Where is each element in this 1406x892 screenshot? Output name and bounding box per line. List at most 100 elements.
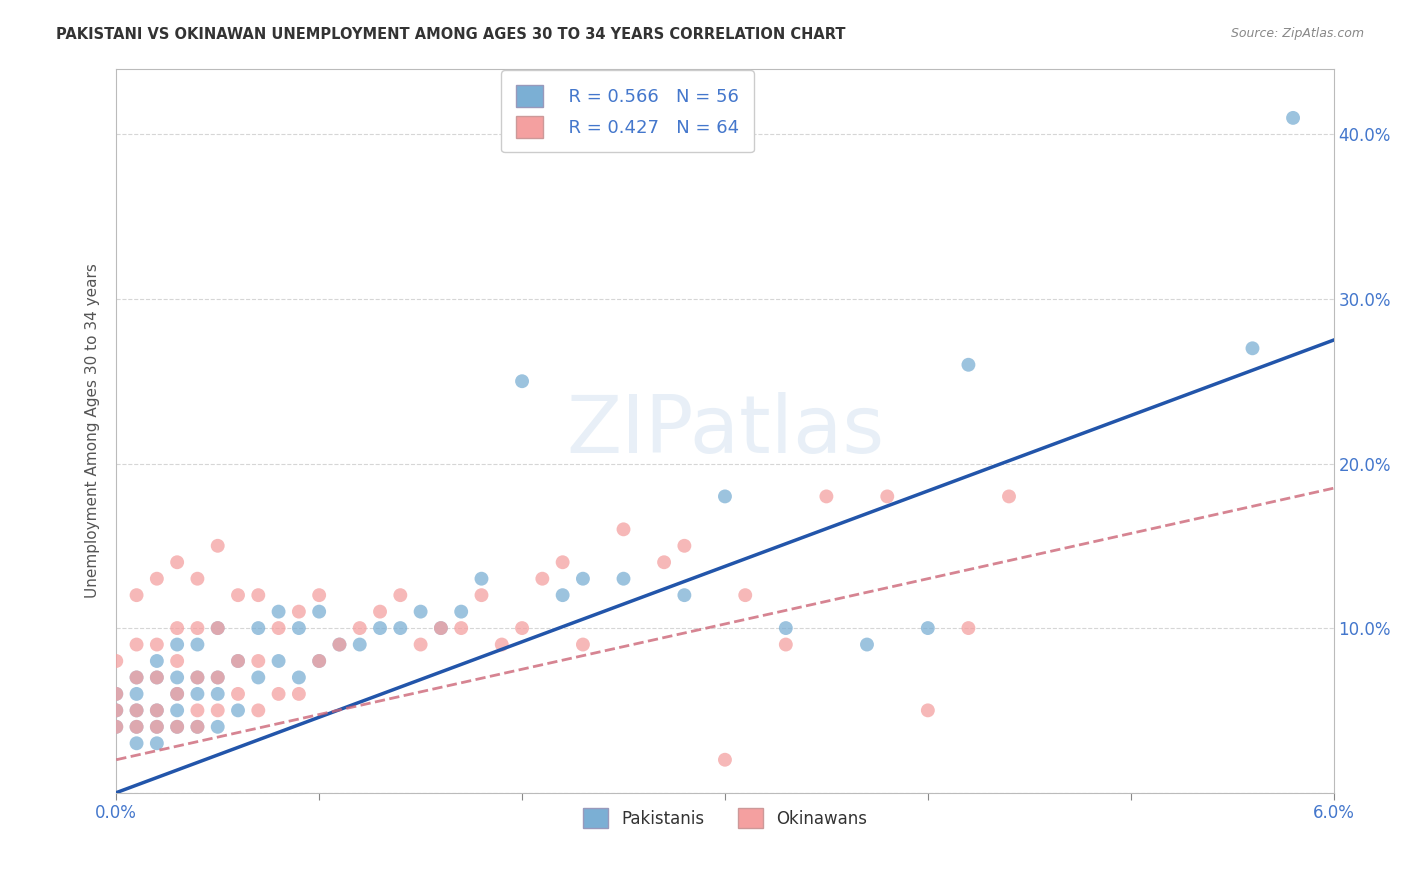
Point	[207, 670, 229, 684]
Point	[308, 654, 330, 668]
Point	[612, 572, 634, 586]
Point	[288, 670, 311, 684]
Point	[166, 687, 188, 701]
Point	[166, 687, 188, 701]
Point	[146, 736, 169, 750]
Point	[775, 638, 797, 652]
Point	[125, 588, 148, 602]
Point	[288, 605, 311, 619]
Point	[166, 638, 188, 652]
Point	[186, 703, 208, 717]
Point	[510, 374, 533, 388]
Point	[186, 670, 208, 684]
Point	[998, 490, 1021, 504]
Point	[146, 720, 169, 734]
Text: ZIPatlas: ZIPatlas	[565, 392, 884, 469]
Point	[125, 703, 148, 717]
Point	[957, 358, 980, 372]
Y-axis label: Unemployment Among Ages 30 to 34 years: Unemployment Among Ages 30 to 34 years	[86, 263, 100, 598]
Point	[105, 703, 128, 717]
Point	[917, 621, 939, 635]
Point	[267, 605, 290, 619]
Point	[207, 621, 229, 635]
Point	[125, 720, 148, 734]
Point	[207, 621, 229, 635]
Point	[186, 720, 208, 734]
Point	[349, 638, 371, 652]
Point	[207, 539, 229, 553]
Point	[247, 654, 270, 668]
Point	[1241, 341, 1264, 355]
Point	[105, 687, 128, 701]
Point	[267, 621, 290, 635]
Point	[207, 720, 229, 734]
Point	[652, 555, 675, 569]
Point	[226, 654, 249, 668]
Point	[125, 703, 148, 717]
Point	[125, 720, 148, 734]
Point	[368, 605, 391, 619]
Point	[288, 621, 311, 635]
Point	[125, 638, 148, 652]
Point	[186, 687, 208, 701]
Point	[328, 638, 350, 652]
Point	[450, 605, 472, 619]
Point	[856, 638, 879, 652]
Point	[186, 720, 208, 734]
Point	[105, 720, 128, 734]
Point	[308, 588, 330, 602]
Legend: Pakistanis, Okinawans: Pakistanis, Okinawans	[576, 801, 873, 835]
Point	[1282, 111, 1305, 125]
Point	[470, 588, 492, 602]
Point	[226, 687, 249, 701]
Point	[288, 687, 311, 701]
Point	[917, 703, 939, 717]
Point	[186, 670, 208, 684]
Point	[430, 621, 453, 635]
Text: PAKISTANI VS OKINAWAN UNEMPLOYMENT AMONG AGES 30 TO 34 YEARS CORRELATION CHART: PAKISTANI VS OKINAWAN UNEMPLOYMENT AMONG…	[56, 27, 846, 42]
Point	[166, 720, 188, 734]
Point	[430, 621, 453, 635]
Point	[572, 572, 595, 586]
Point	[166, 703, 188, 717]
Point	[247, 670, 270, 684]
Point	[207, 703, 229, 717]
Point	[247, 588, 270, 602]
Point	[146, 703, 169, 717]
Point	[815, 490, 838, 504]
Text: Source: ZipAtlas.com: Source: ZipAtlas.com	[1230, 27, 1364, 40]
Point	[125, 670, 148, 684]
Point	[775, 621, 797, 635]
Point	[186, 638, 208, 652]
Point	[146, 654, 169, 668]
Point	[734, 588, 756, 602]
Point	[308, 605, 330, 619]
Point	[368, 621, 391, 635]
Point	[207, 670, 229, 684]
Point	[267, 654, 290, 668]
Point	[957, 621, 980, 635]
Point	[450, 621, 472, 635]
Point	[714, 490, 737, 504]
Point	[470, 572, 492, 586]
Point	[105, 687, 128, 701]
Point	[166, 654, 188, 668]
Point	[125, 736, 148, 750]
Point	[551, 555, 574, 569]
Point	[267, 687, 290, 701]
Point	[105, 654, 128, 668]
Point	[146, 638, 169, 652]
Point	[714, 753, 737, 767]
Point	[572, 638, 595, 652]
Point	[531, 572, 554, 586]
Point	[166, 621, 188, 635]
Point	[612, 522, 634, 536]
Point	[349, 621, 371, 635]
Point	[673, 539, 696, 553]
Point	[876, 490, 898, 504]
Point	[105, 703, 128, 717]
Point	[166, 670, 188, 684]
Point	[105, 720, 128, 734]
Point	[491, 638, 513, 652]
Point	[146, 670, 169, 684]
